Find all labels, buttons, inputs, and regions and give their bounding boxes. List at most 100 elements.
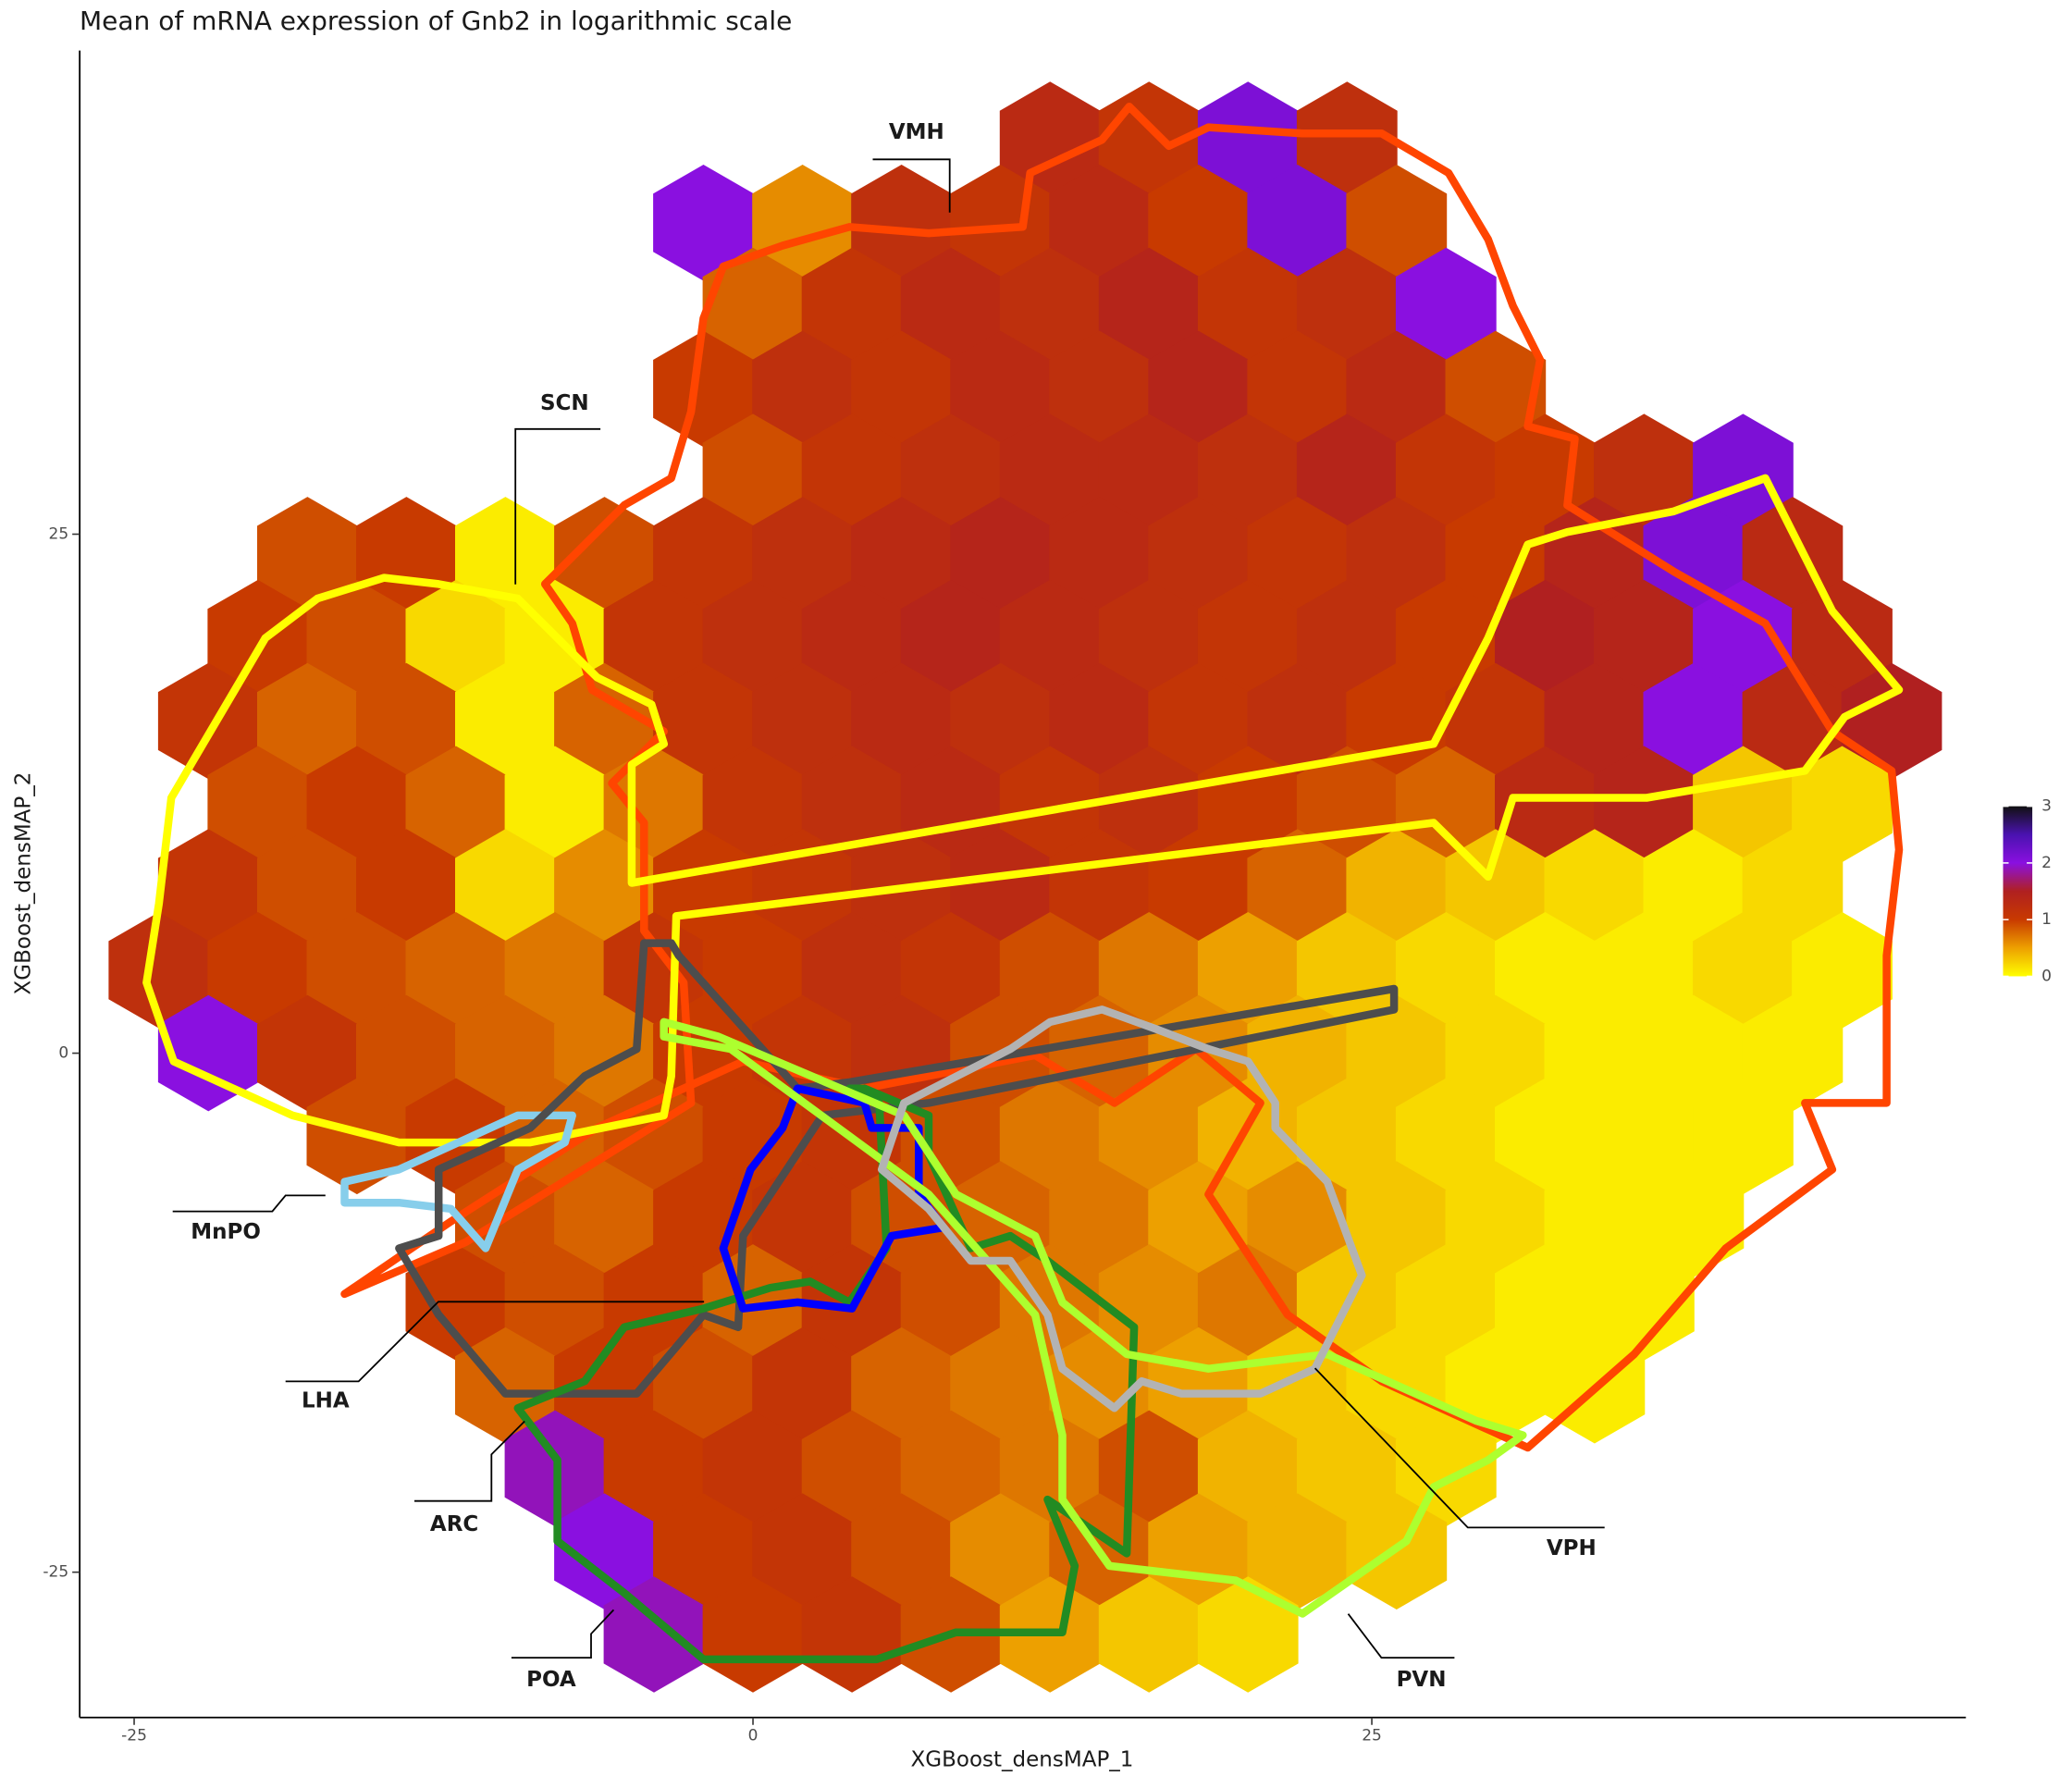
colorbar bbox=[2003, 806, 2033, 977]
hexbin bbox=[1693, 413, 1794, 530]
hexbin bbox=[1742, 829, 1844, 945]
hexbin bbox=[207, 746, 309, 863]
hexbin bbox=[554, 1326, 655, 1444]
leader-line bbox=[285, 1301, 705, 1383]
hexbin bbox=[1247, 497, 1349, 613]
hexbin bbox=[900, 1410, 1002, 1527]
hexbin bbox=[356, 829, 457, 945]
hexbin bbox=[108, 912, 210, 1029]
hexbin bbox=[1346, 497, 1448, 613]
hexbin bbox=[851, 1326, 952, 1444]
hexbin bbox=[999, 81, 1101, 198]
hexbin bbox=[504, 746, 606, 863]
hexbin bbox=[1247, 1161, 1349, 1277]
hexbin bbox=[1247, 330, 1349, 448]
leader-line bbox=[414, 1420, 525, 1502]
region-label: SCN bbox=[540, 391, 589, 415]
hexbin bbox=[1495, 1244, 1596, 1361]
hexbin bbox=[1395, 247, 1497, 364]
region-label: LHA bbox=[302, 1388, 350, 1412]
leader-line bbox=[511, 1609, 615, 1659]
hexbin bbox=[1594, 579, 1695, 697]
region-outline bbox=[660, 1018, 1527, 1618]
hexbin bbox=[306, 579, 408, 697]
hexbin bbox=[702, 247, 804, 364]
region-label: VMH bbox=[889, 120, 944, 144]
hexbin bbox=[257, 829, 358, 945]
colorbar-tick-label: 3 bbox=[2041, 797, 2052, 816]
hexbin bbox=[157, 829, 259, 945]
hexbin bbox=[1296, 81, 1398, 198]
hexbin bbox=[207, 579, 309, 697]
hexbin bbox=[1148, 1161, 1250, 1277]
hexbin bbox=[603, 1410, 705, 1527]
hexbin bbox=[1148, 662, 1250, 780]
hexbin bbox=[1346, 994, 1448, 1112]
hexbin bbox=[752, 1493, 853, 1610]
hexbin bbox=[702, 413, 804, 530]
hexbin bbox=[1098, 579, 1200, 697]
hexbin bbox=[702, 579, 804, 697]
hexbin bbox=[653, 1326, 754, 1444]
colorbar-tick-label: 0 bbox=[2041, 967, 2052, 985]
hexbin bbox=[1148, 165, 1250, 281]
hexbin bbox=[405, 912, 507, 1029]
hexbin bbox=[1395, 1410, 1497, 1527]
hexbin bbox=[999, 1410, 1101, 1527]
region-label: MnPO bbox=[191, 1220, 261, 1244]
hexbin bbox=[1049, 330, 1151, 448]
hexbin bbox=[1049, 165, 1151, 281]
hexbin bbox=[950, 1493, 1051, 1610]
hexbin bbox=[455, 994, 556, 1112]
hexbin bbox=[1098, 1576, 1200, 1693]
hexbin bbox=[653, 662, 754, 780]
hexbin bbox=[900, 579, 1002, 697]
hexbin bbox=[999, 579, 1101, 697]
region-outline bbox=[395, 939, 1399, 1398]
hexbin bbox=[702, 746, 804, 863]
hexbin bbox=[1395, 746, 1497, 863]
hexbin bbox=[999, 247, 1101, 364]
hexbin bbox=[1296, 1078, 1398, 1195]
region-outline bbox=[340, 1111, 576, 1252]
hexbin bbox=[1346, 829, 1448, 945]
hexbin bbox=[999, 1078, 1101, 1195]
hexbin bbox=[653, 1161, 754, 1277]
hexbin bbox=[1247, 829, 1349, 945]
hexbin bbox=[1049, 1161, 1151, 1277]
hexbin bbox=[1346, 662, 1448, 780]
hexbin bbox=[1792, 912, 1893, 1029]
hexbin bbox=[999, 912, 1101, 1029]
hexbin bbox=[851, 497, 952, 613]
hexbin bbox=[1544, 994, 1646, 1112]
hexbin bbox=[1594, 912, 1695, 1029]
hexbin bbox=[1247, 165, 1349, 281]
hexbin bbox=[801, 1576, 903, 1693]
leader-line bbox=[172, 1194, 326, 1213]
region-label: PVN bbox=[1397, 1668, 1447, 1692]
hexbin-layer bbox=[108, 81, 1942, 1693]
hexbin bbox=[900, 413, 1002, 530]
hexbin bbox=[1643, 994, 1745, 1112]
hexbin bbox=[1445, 497, 1547, 613]
hexbin bbox=[1346, 330, 1448, 448]
hexbin bbox=[653, 497, 754, 613]
hexbin bbox=[207, 912, 309, 1029]
hexbin bbox=[1742, 994, 1844, 1112]
hexbin bbox=[801, 912, 903, 1029]
hexbin bbox=[1395, 1078, 1497, 1195]
hexbin bbox=[801, 413, 903, 530]
hexbin bbox=[257, 662, 358, 780]
region-outline bbox=[142, 474, 1904, 1147]
hexbin bbox=[1445, 1161, 1547, 1277]
hexbin bbox=[1395, 1244, 1497, 1361]
hexbin bbox=[1197, 1576, 1299, 1693]
hexbin bbox=[1495, 579, 1596, 697]
chart-title: Mean of mRNA expression of Gnb2 in logar… bbox=[80, 6, 792, 36]
leader-line bbox=[1314, 1367, 1605, 1529]
hexbin bbox=[1148, 1326, 1250, 1444]
hexbin bbox=[1693, 1078, 1794, 1195]
hexbin bbox=[702, 1410, 804, 1527]
y-tick-label: -25 bbox=[43, 1563, 68, 1582]
region-outline bbox=[513, 1084, 1139, 1664]
